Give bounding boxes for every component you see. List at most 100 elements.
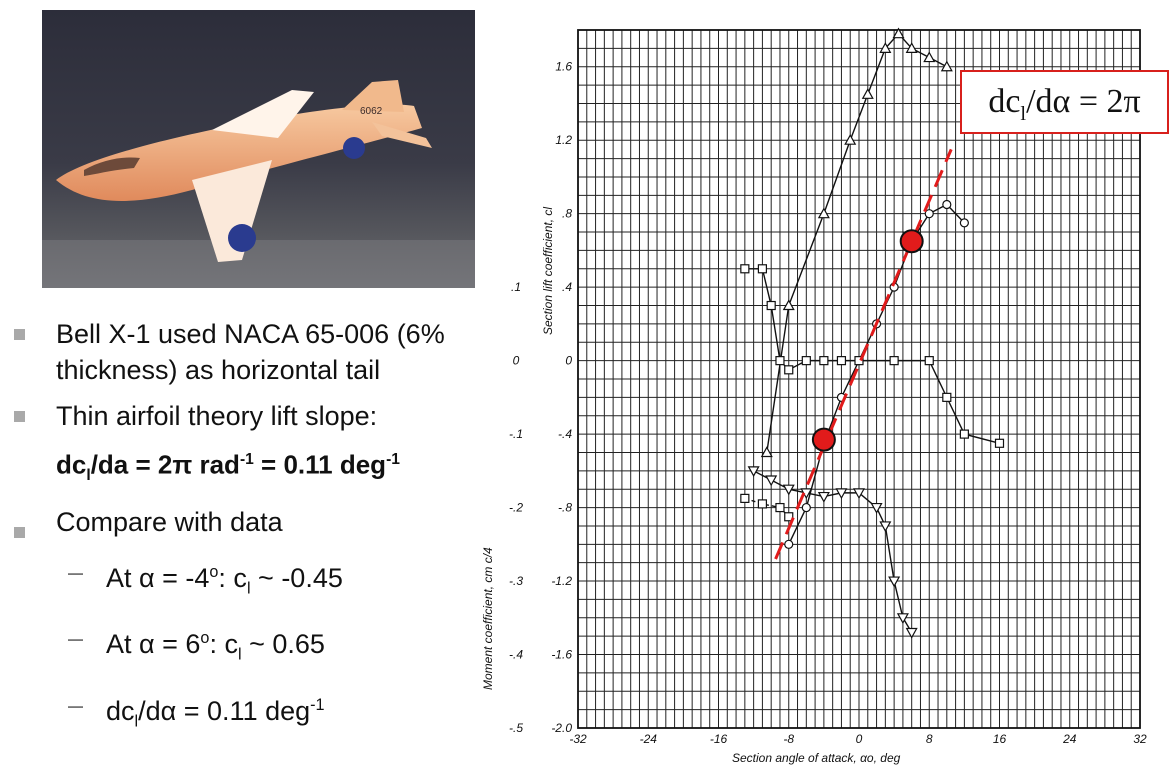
subscript: l (134, 712, 139, 731)
y-tick-label: .4 (562, 280, 572, 294)
data-point-inverted-triangle (870, 502, 883, 514)
bullet-square-icon (14, 526, 25, 538)
bullet-list: Bell X-1 used NACA 65-006 (6% thickness)… (14, 316, 474, 739)
highlight-data-point (899, 229, 924, 254)
data-point-square (784, 365, 794, 375)
chart-ticks: -32 -24 -16 -8 0 8 16 24 32 -2.0 -1.6 -1.2 -.8 -.4 0 .4… (509, 60, 1147, 746)
formula-part: = 0.11 deg (253, 449, 387, 480)
bell-x1-photo: 6062 (42, 10, 475, 288)
data-point-square (775, 356, 785, 366)
data-point-inverted-triangle (747, 466, 760, 478)
data-point-circle (942, 199, 952, 210)
bullet-text-2: Thin airfoil theory lift slope: (56, 401, 378, 431)
lift-slope-formula: dcl/da = 2π rad-1 = 0.11 deg-1 (56, 442, 474, 494)
y-tick-label: -.4 (558, 427, 572, 441)
formula-superscript: -1 (239, 451, 254, 468)
plot-frame (577, 29, 1141, 729)
x-axis-label: Section angle of attack, αo, deg (732, 751, 901, 765)
data-point-inverted-triangle (879, 521, 892, 533)
bullet-item-3: Compare with data (14, 504, 474, 540)
data-point-inverted-triangle (765, 475, 778, 487)
y-tick-label: .8 (562, 207, 572, 221)
airfoil-data-chart: -32 -24 -16 -8 0 8 16 24 32 -2.0 -1.6 -1.2 -.8 -.4 0 .4… (470, 0, 1173, 770)
data-point-square (784, 512, 794, 522)
data-point-circle (801, 502, 811, 513)
data-point-inverted-triangle (817, 491, 830, 503)
formula-subscript: l (86, 466, 91, 484)
y2-tick-label: -.5 (509, 721, 523, 735)
x-tick-label: -16 (710, 732, 728, 746)
bullet-text-1: Bell X-1 used NACA 65-006 (6% thickness)… (56, 319, 445, 385)
aircraft-illustration: 6062 (42, 80, 475, 288)
x-tick-label: -24 (640, 732, 658, 746)
highlight-data-point (811, 427, 836, 452)
tail-number: 6062 (360, 106, 383, 117)
y-tick-label: -2.0 (551, 721, 572, 735)
data-point-square (942, 392, 952, 402)
y-tick-label: 0 (565, 354, 572, 368)
subscript: l (237, 645, 242, 664)
data-point-triangle (879, 42, 892, 53)
data-point-triangle (905, 42, 918, 53)
data-point-circle (924, 209, 934, 219)
y-tick-label: -1.6 (551, 648, 572, 662)
text-part: ~ 0.65 (241, 629, 325, 660)
chart-overlay (774, 148, 953, 560)
sub-bullet-3: – dcl/dα = 0.11 deg-1 (68, 687, 474, 739)
data-point-square (924, 356, 934, 366)
sub-bullet-1: – At α = -4o: cl ~ -0.45 (68, 554, 474, 606)
text-part: : c (209, 629, 238, 660)
y2-tick-label: .1 (511, 280, 521, 294)
data-point-square (740, 264, 750, 274)
data-point-inverted-triangle (782, 484, 795, 496)
data-point-inverted-triangle (905, 627, 918, 639)
x-tick-label: 32 (1133, 732, 1147, 746)
data-point-square (854, 356, 864, 366)
sub-bullet-text: At α = -4o: cl ~ -0.45 (106, 562, 343, 597)
x-tick-label: 0 (856, 732, 863, 746)
y2-axis-label: Moment coefficient, cm c/4 (481, 547, 495, 690)
bullet-square-icon (14, 411, 25, 422)
data-point-circle (959, 218, 969, 228)
data-point-inverted-triangle (888, 576, 901, 588)
data-point-triangle (844, 133, 857, 145)
bullet-item-1: Bell X-1 used NACA 65-006 (6% thickness)… (14, 316, 474, 388)
data-point-inverted-triangle (896, 613, 909, 625)
formula-part: /da = 2π rad (90, 449, 240, 480)
chart-svg: -32 -24 -16 -8 0 8 16 24 32 -2.0 -1.6 -1.2 -.8 -.4 0 .4… (481, 27, 1147, 765)
text-part: dc (106, 695, 135, 726)
text-part: : c (218, 562, 247, 593)
sub-bullet-text: At α = 6o: cl ~ 0.65 (106, 629, 325, 663)
data-point-square (775, 502, 785, 513)
theory-lift-slope-line (774, 148, 953, 560)
x-tick-label: -8 (783, 732, 794, 746)
text-part: ~ -0.45 (250, 562, 343, 593)
data-point-square (757, 264, 768, 274)
superscript: -1 (310, 695, 325, 714)
dash-icon: – (68, 623, 84, 654)
sub-bullet-2: – At α = 6o: cl ~ 0.65 (68, 620, 474, 672)
y2-tick-label: -.1 (509, 427, 523, 441)
y-tick-label: -1.2 (551, 574, 572, 588)
y2-tick-label: -.2 (509, 501, 523, 515)
data-point-square (994, 438, 1005, 448)
text-part: At α = 6 (106, 629, 201, 660)
text-part: At α = -4 (106, 562, 210, 593)
callout-part: /dα = 2π (1026, 83, 1141, 120)
chart-grid (577, 29, 1141, 729)
y2-tick-label: -.4 (509, 648, 523, 662)
data-point-inverted-triangle (852, 488, 866, 500)
data-point-square (766, 300, 776, 311)
subscript: l (246, 579, 251, 598)
superscript: o (209, 562, 219, 581)
x-tick-label: 16 (993, 732, 1007, 746)
dash-icon: – (68, 556, 84, 587)
data-point-triangle (760, 446, 773, 458)
y-axis-label: Section lift coefficient, cl (541, 207, 555, 335)
callout-subscript: l (1020, 102, 1027, 125)
data-point-triangle (923, 51, 936, 63)
data-point-square (959, 429, 969, 439)
data-point-square (740, 493, 750, 503)
data-point-square (801, 356, 811, 366)
bullet-square-icon (14, 329, 25, 340)
